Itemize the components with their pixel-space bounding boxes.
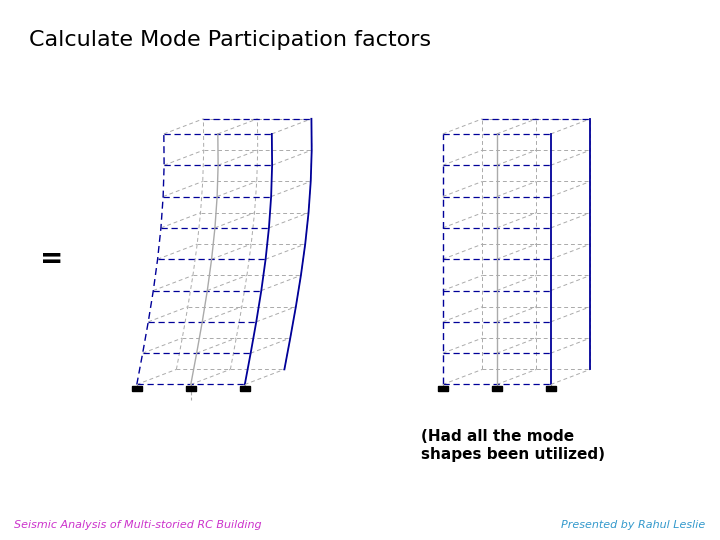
Text: Calculate Mode Participation factors: Calculate Mode Participation factors xyxy=(29,30,431,50)
Polygon shape xyxy=(240,386,250,391)
Polygon shape xyxy=(132,386,142,391)
Polygon shape xyxy=(438,386,448,391)
Polygon shape xyxy=(186,386,196,391)
Text: (Had all the mode
shapes been utilized): (Had all the mode shapes been utilized) xyxy=(421,429,606,462)
Text: =: = xyxy=(40,245,63,273)
Polygon shape xyxy=(492,386,502,391)
Text: Seismic Analysis of Multi-storied RC Building: Seismic Analysis of Multi-storied RC Bui… xyxy=(14,520,262,530)
Text: Presented by Rahul Leslie: Presented by Rahul Leslie xyxy=(562,520,706,530)
Polygon shape xyxy=(546,386,556,391)
